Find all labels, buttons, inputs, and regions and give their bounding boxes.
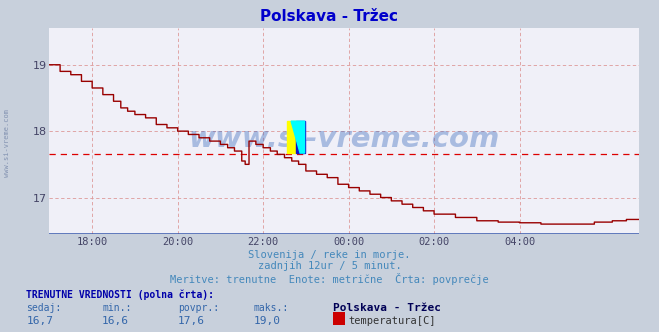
Text: Slovenija / reke in morje.: Slovenija / reke in morje. [248,250,411,260]
Text: 17,6: 17,6 [178,316,205,326]
Text: Polskava - Tržec: Polskava - Tržec [260,9,399,24]
Bar [287,121,296,153]
Text: Meritve: trenutne  Enote: metrične  Črta: povprečje: Meritve: trenutne Enote: metrične Črta: … [170,273,489,285]
Text: 16,6: 16,6 [102,316,129,326]
Text: min.:: min.: [102,303,132,313]
Text: www.si-vreme.com: www.si-vreme.com [188,125,500,153]
Text: povpr.:: povpr.: [178,303,219,313]
Text: TRENUTNE VREDNOSTI (polna črta):: TRENUTNE VREDNOSTI (polna črta): [26,290,214,300]
Text: sedaj:: sedaj: [26,303,61,313]
Text: zadnjih 12ur / 5 minut.: zadnjih 12ur / 5 minut. [258,261,401,271]
Text: 19,0: 19,0 [254,316,281,326]
Text: temperatura[C]: temperatura[C] [349,316,436,326]
Text: maks.:: maks.: [254,303,289,313]
Polygon shape [291,121,304,153]
Text: www.si-vreme.com: www.si-vreme.com [3,109,10,177]
Text: Polskava - Tržec: Polskava - Tržec [333,303,441,313]
Text: 16,7: 16,7 [26,316,53,326]
Bar [296,121,304,153]
